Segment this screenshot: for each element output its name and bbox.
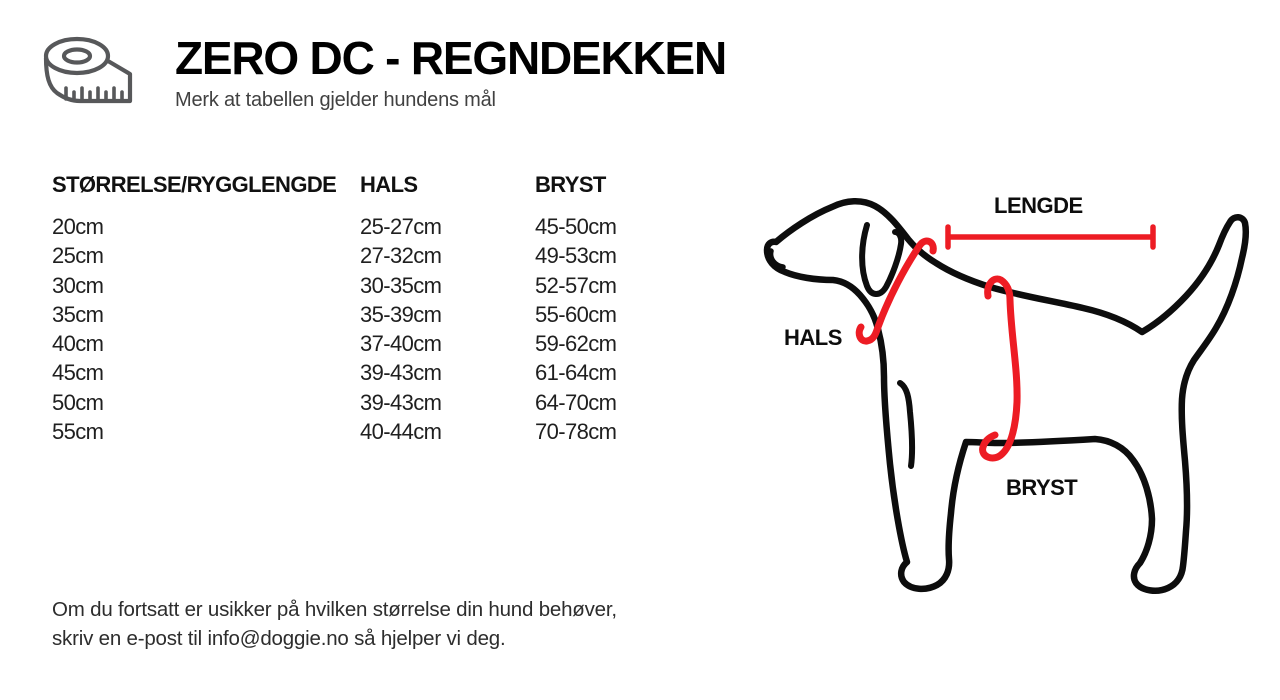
table-cell-neck: 39-43cm [360, 389, 442, 415]
table-row: 45cm 39-43cm 61-64cm [52, 358, 712, 387]
table-cell-size: 45cm [52, 360, 104, 386]
tape-roll-hole [61, 47, 93, 65]
table-cell-chest: 49-53cm [535, 243, 617, 269]
table-cell-neck: 40-44cm [360, 419, 442, 445]
table-cell-neck: 35-39cm [360, 301, 442, 327]
footer-line-1: Om du fortsatt er usikker på hvilken stø… [52, 598, 617, 621]
table-cell-chest: 45-50cm [535, 214, 617, 239]
table-row: 50cm 39-43cm 64-70cm [52, 388, 712, 417]
table-row: 40cm 37-40cm 59-62cm [52, 329, 712, 358]
dog-diagram [763, 198, 1250, 594]
table-cell-size: 40cm [52, 331, 104, 357]
chest-measure-line [979, 275, 1021, 462]
size-table: STØRRELSE/RYGGLENGDE HALS BRYST 20cm 25-… [52, 172, 712, 446]
dog-outline [763, 198, 1250, 594]
dog-ear-line [859, 222, 905, 297]
page-title: ZERO DC - REGNDEKKEN [175, 32, 727, 84]
neck-measure-line [855, 237, 937, 345]
column-header-chest: BRYST [535, 172, 606, 197]
table-row: 30cm 30-35cm 52-57cm [52, 271, 712, 300]
table-cell-neck: 39-43cm [360, 360, 442, 386]
column-header-neck: HALS [360, 172, 418, 197]
table-cell-neck: 25-27cm [360, 214, 442, 239]
dog-nose-line [767, 248, 786, 270]
table-cell-chest: 55-60cm [535, 301, 617, 327]
footer-line-2: skriv en e-post til info@doggie.no så hj… [52, 626, 506, 650]
table-row: 20cm 25-27cm 45-50cm [52, 212, 712, 241]
table-cell-chest: 59-62cm [535, 331, 617, 357]
table-row: 55cm 40-44cm 70-78cm [52, 417, 712, 446]
table-cell-size: 25cm [52, 243, 104, 269]
table-cell-size: 50cm [52, 389, 104, 415]
label-bryst: BRYST [1006, 475, 1078, 500]
footer-note: Om du fortsatt er usikker på hvilken stø… [52, 596, 617, 653]
table-cell-neck: 37-40cm [360, 331, 442, 357]
tape-roll-top [43, 36, 111, 76]
table-row: 35cm 35-39cm 55-60cm [52, 300, 712, 329]
table-cell-neck: 27-32cm [360, 243, 442, 269]
table-cell-chest: 61-64cm [535, 360, 617, 386]
table-cell-chest: 70-78cm [535, 419, 617, 445]
tape-ticks [64, 86, 124, 101]
size-table-header: STØRRELSE/RYGGLENGDE HALS BRYST [52, 172, 712, 212]
label-lengde: LENGDE [994, 193, 1083, 218]
table-cell-neck: 30-35cm [360, 272, 442, 298]
table-cell-size: 35cm [52, 301, 104, 327]
table-cell-chest: 64-70cm [535, 389, 617, 415]
tape-roll-body [43, 55, 133, 104]
table-cell-size: 20cm [52, 214, 104, 239]
page-subtitle: Merk at tabellen gjelder hundens mål [175, 89, 496, 111]
dog-far-leg-line [897, 380, 916, 469]
table-cell-size: 30cm [52, 272, 104, 298]
label-hals: HALS [784, 325, 842, 350]
table-cell-size: 55cm [52, 419, 104, 445]
table-row: 25cm 27-32cm 49-53cm [52, 241, 712, 270]
column-header-size: STØRRELSE/RYGGLENGDE [52, 172, 337, 197]
table-cell-chest: 52-57cm [535, 272, 617, 298]
length-measure-line [945, 224, 1156, 250]
measuring-tape-icon [43, 36, 133, 104]
